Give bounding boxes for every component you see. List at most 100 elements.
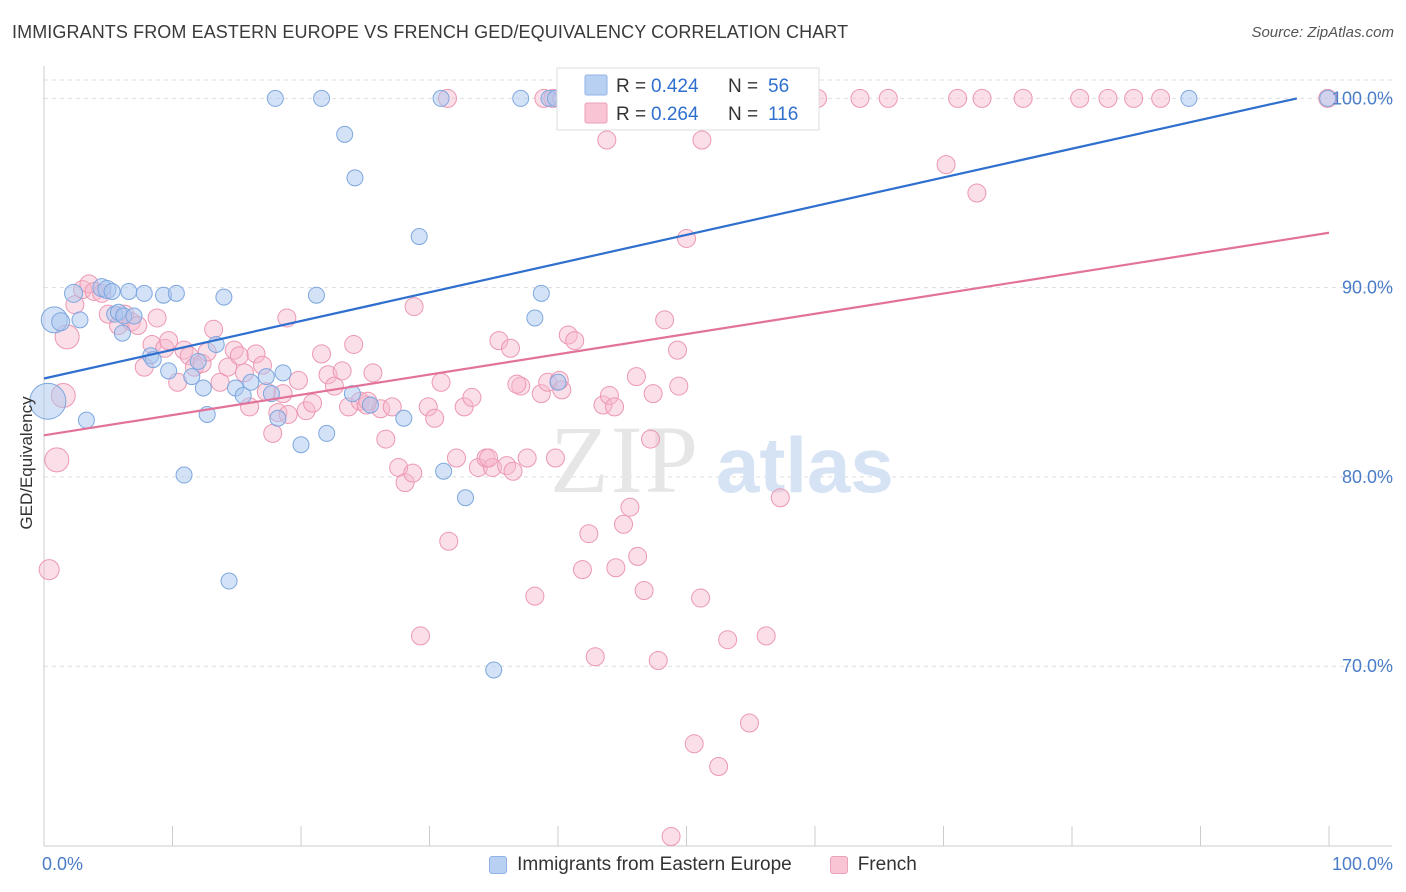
axes	[43, 66, 1392, 847]
french-point-93	[661, 827, 681, 847]
french-point-0	[38, 559, 60, 581]
eastern-europe-point-49	[456, 489, 474, 507]
legend-item-french[interactable]: French	[829, 854, 917, 876]
french-point-74	[531, 384, 551, 404]
french-point-81	[579, 524, 599, 544]
eastern-europe-point-36	[266, 89, 284, 107]
french-point-64	[462, 387, 482, 407]
french-point-65	[468, 457, 488, 477]
legend-label-french: French	[857, 854, 917, 875]
eastern-europe-point-34	[269, 409, 287, 427]
tick-labels: 70.0% 80.0% 90.0% 100.0% 0.0% 100.0%	[42, 88, 1393, 874]
french-point-102	[770, 488, 790, 508]
x-tick-label-100: 100.0%	[1332, 854, 1393, 874]
eastern-europe-point-37	[292, 436, 310, 454]
legend-item-eastern-europe[interactable]: Immigrants from Eastern Europe	[489, 854, 792, 876]
x-tick-label-0: 0.0%	[42, 854, 83, 874]
french-point-94	[669, 376, 689, 396]
french-point-111	[1124, 88, 1144, 108]
french-point-112	[1151, 88, 1171, 108]
french-point-39	[288, 370, 308, 390]
eastern-europe-point-38	[307, 286, 325, 304]
french-point-70	[503, 461, 523, 481]
french-point-28	[224, 340, 244, 360]
french-point-84	[599, 386, 619, 406]
french-point-55	[395, 473, 415, 493]
eastern-europe-point-58	[1319, 89, 1337, 107]
eastern-europe-point-4	[71, 311, 89, 329]
eastern-europe-point-21	[175, 466, 193, 484]
french-point-62	[446, 448, 466, 468]
eastern-europe-point-5	[77, 411, 95, 429]
french-point-92	[655, 310, 675, 330]
french-point-42	[312, 344, 332, 364]
watermark-atlas: atlas	[716, 421, 894, 509]
eastern-europe-point-23	[189, 352, 207, 370]
eastern-europe-point-53	[532, 284, 550, 302]
n-value-blue: 56	[768, 76, 789, 97]
eastern-europe-point-31	[242, 373, 260, 391]
trend-lines	[43, 97, 1330, 437]
french-point-86	[614, 514, 634, 534]
french-point-100	[739, 713, 759, 733]
french-point-99	[718, 630, 738, 650]
french-point-43	[318, 365, 338, 385]
french-point-109	[1070, 88, 1090, 108]
french-point-79	[565, 331, 585, 351]
french-trend-line	[43, 231, 1330, 437]
french-point-40	[296, 401, 316, 421]
french-point-47	[344, 334, 364, 354]
french-point-90	[641, 429, 661, 449]
french-point-89	[634, 580, 654, 600]
french-point-137	[668, 340, 688, 360]
y-axis-label: GED/Equivalency	[17, 396, 36, 530]
french-point-110	[1098, 88, 1118, 108]
french-point-122	[692, 130, 712, 150]
french-point-16	[147, 308, 167, 328]
eastern-europe-point-3	[64, 283, 84, 303]
french-point-76	[545, 448, 565, 468]
french-point-56	[403, 463, 423, 483]
eastern-europe-point-8	[103, 282, 121, 300]
legend-swatch-blue	[584, 74, 608, 96]
french-point-26	[210, 372, 230, 392]
french-point-57	[411, 626, 431, 646]
french-point-68	[489, 331, 509, 351]
french-point-96	[684, 734, 704, 754]
french-point-45	[332, 361, 352, 381]
eastern-europe-point-15	[135, 284, 153, 302]
french-point-25	[204, 319, 224, 339]
eastern-europe-point-32	[257, 368, 275, 386]
french-point-73	[525, 586, 545, 606]
french-point-87	[620, 497, 640, 517]
french-point-52	[376, 429, 396, 449]
y-tick-label-90: 90.0%	[1342, 278, 1393, 298]
eastern-europe-point-51	[512, 89, 530, 107]
french-point-50	[363, 363, 383, 383]
y-tick-label-70: 70.0%	[1342, 656, 1393, 676]
french-point-120	[597, 130, 617, 150]
french-point-95	[677, 228, 696, 248]
french-point-63	[454, 397, 474, 417]
eastern-europe-point-41	[336, 125, 354, 143]
french-point-98	[709, 757, 729, 777]
french-point-107	[972, 88, 992, 108]
source-credit: Source: ZipAtlas.com	[1251, 24, 1394, 41]
french-point-67	[482, 457, 502, 477]
eastern-europe-point-33	[262, 385, 280, 403]
french-point-59	[425, 408, 445, 428]
r-label-blue: R =	[616, 76, 646, 97]
series-legend: Immigrants from Eastern Europe French	[0, 850, 1406, 880]
french-point-1	[44, 447, 70, 473]
eastern-europe-point-50	[485, 661, 503, 679]
eastern-europe-point-22	[183, 368, 201, 386]
french-point-82	[585, 647, 605, 667]
n-label-pink: N =	[728, 104, 758, 125]
french-point-136	[643, 384, 663, 404]
eastern-europe-point-35	[274, 364, 292, 382]
eastern-europe-point-40	[318, 424, 336, 442]
french-point-41	[303, 393, 323, 413]
eastern-europe-point-12	[120, 282, 138, 300]
french-point-61	[439, 531, 459, 551]
french-point-60	[431, 372, 451, 392]
